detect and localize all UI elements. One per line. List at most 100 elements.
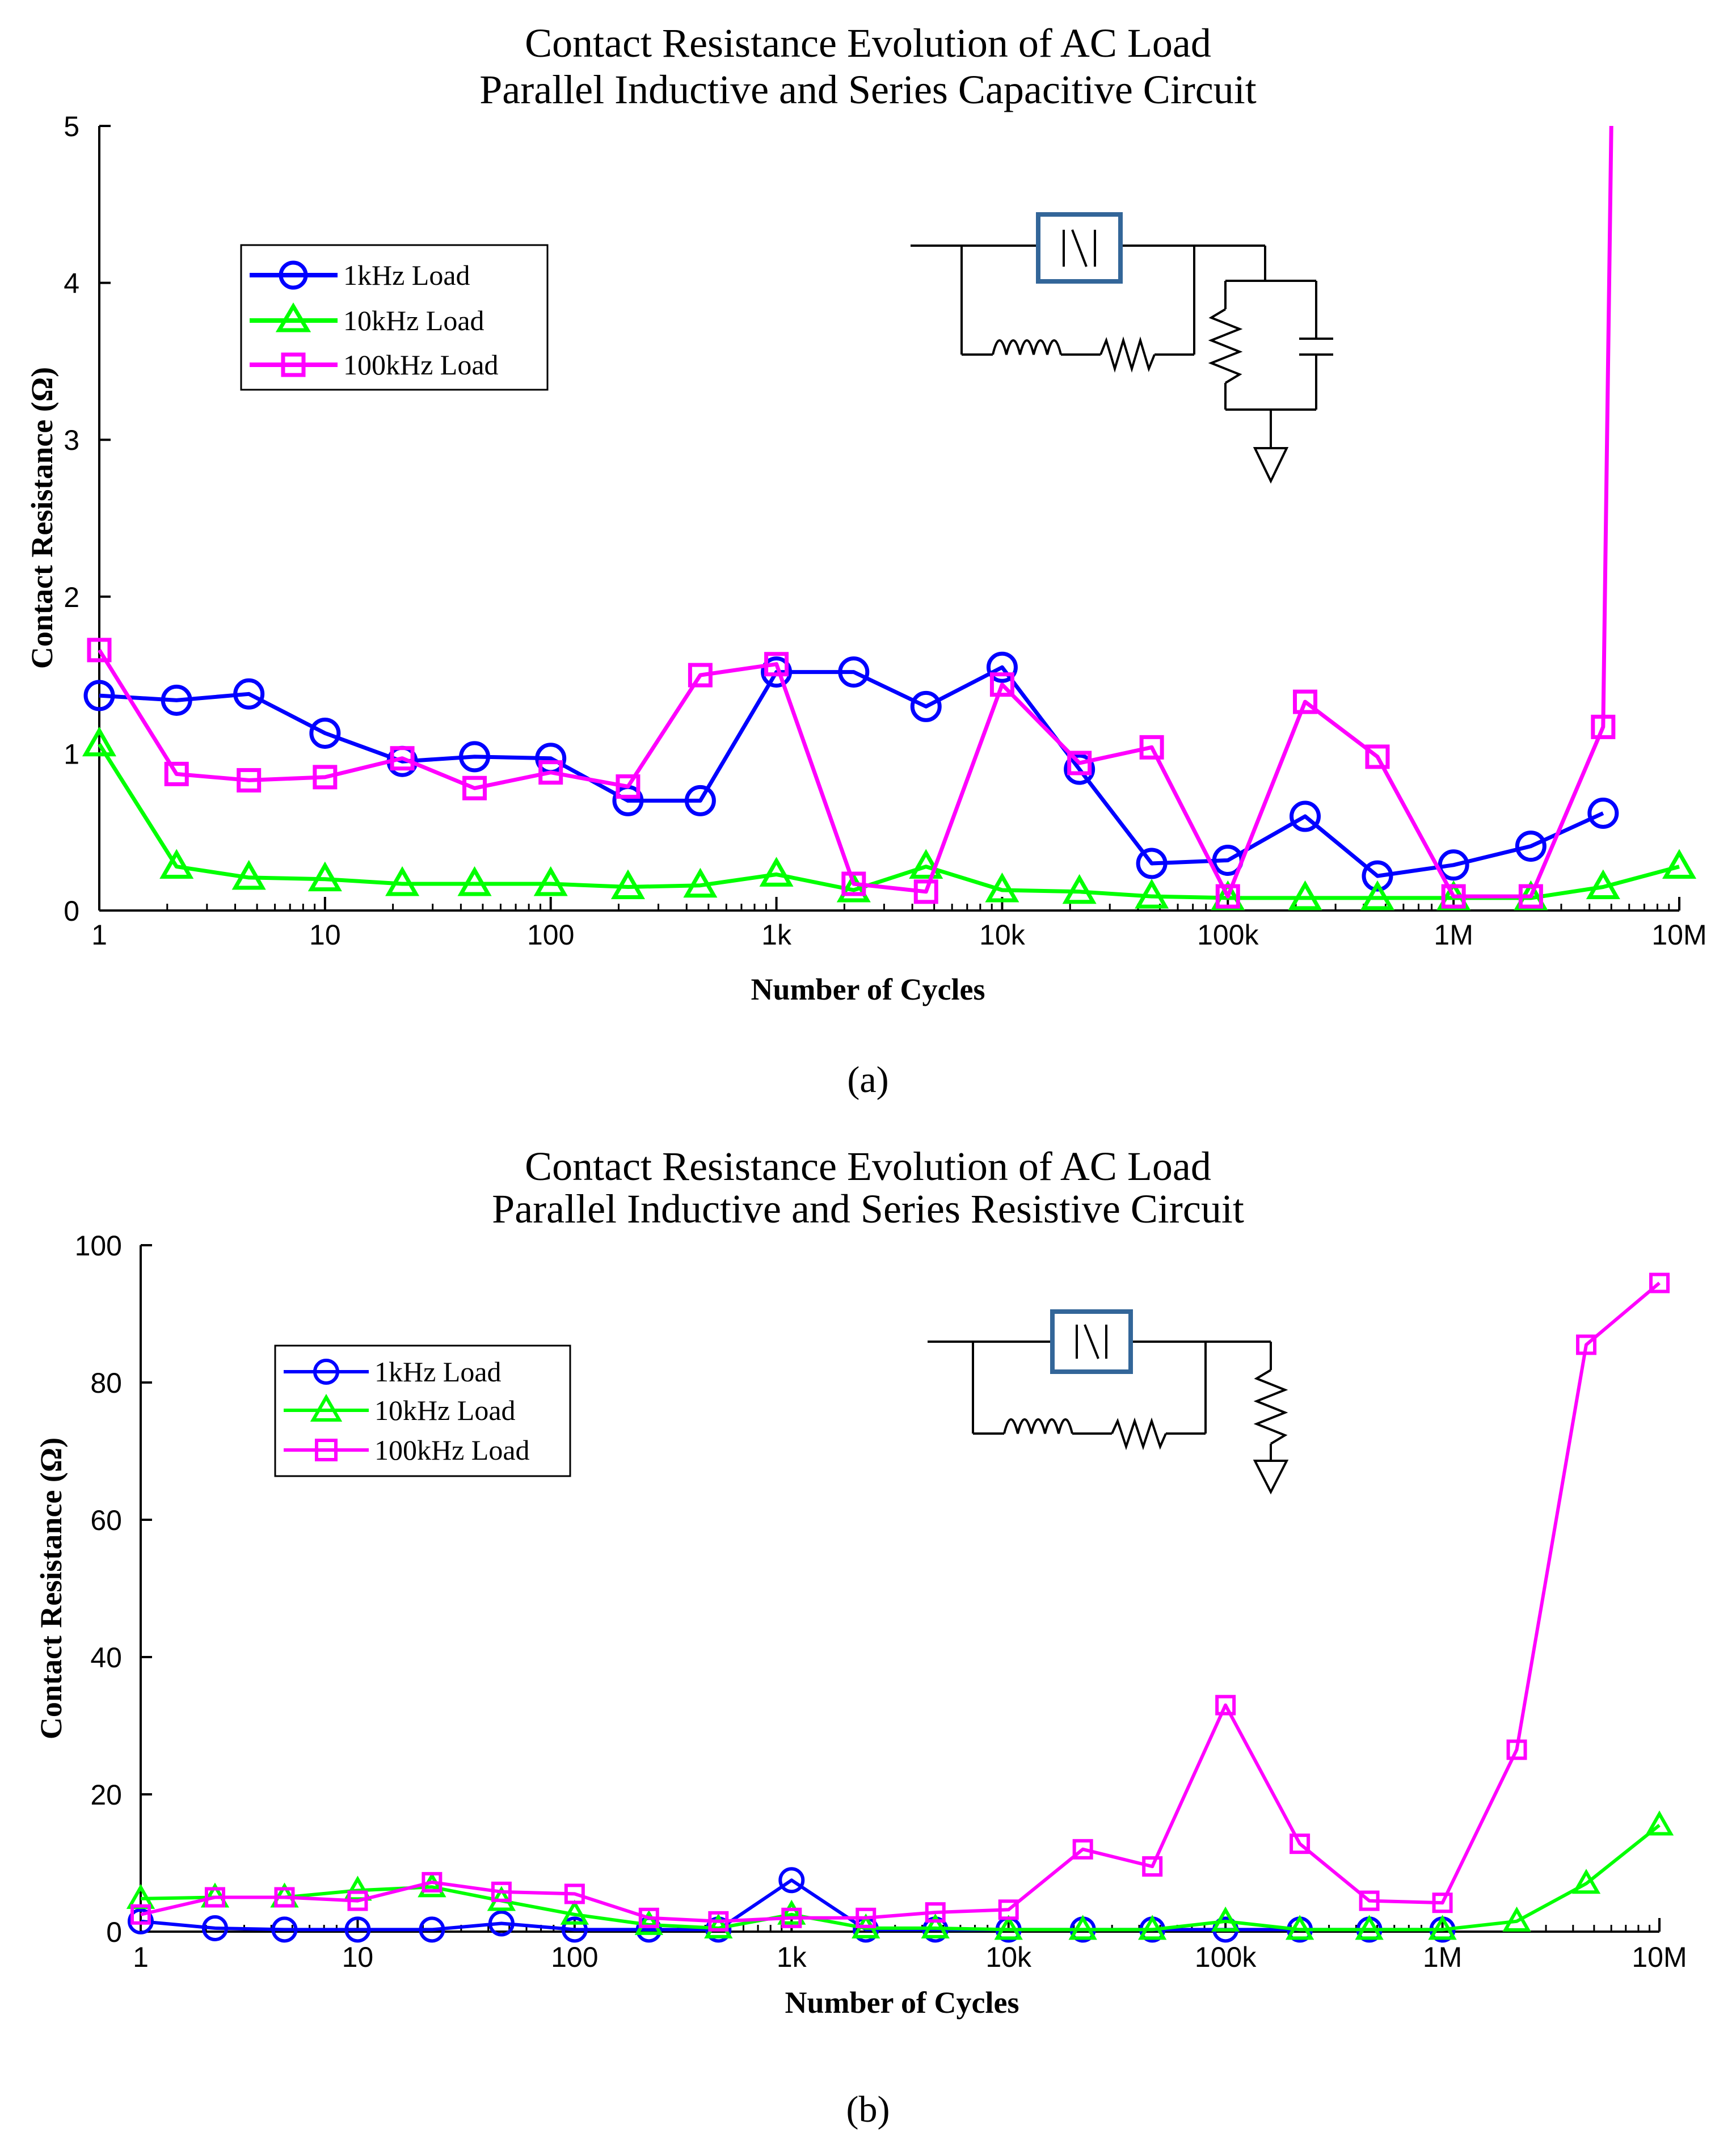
panel-a-data-point-100khz-load bbox=[1067, 751, 1092, 775]
x-tick-label: 1k bbox=[777, 1941, 807, 1973]
y-tick-label: 5 bbox=[64, 111, 79, 142]
panel-a-data-point-100khz-load bbox=[1139, 735, 1164, 760]
x-tick-label: 100k bbox=[1195, 1941, 1257, 1973]
panel-b-data-point-100khz-load bbox=[781, 1907, 802, 1928]
x-tick-label: 10M bbox=[1632, 1941, 1687, 1973]
panel-b-data-point-100khz-load bbox=[1359, 1890, 1380, 1911]
panel-b-title-line-2: Parallel Inductive and Series Resistive … bbox=[492, 1186, 1244, 1232]
y-tick-label: 4 bbox=[64, 268, 79, 300]
panel-a-data-point-100khz-load bbox=[1441, 884, 1466, 909]
x-tick-label: 10 bbox=[342, 1941, 374, 1973]
panel-a-series-line-1khz-load bbox=[99, 665, 1604, 878]
panel-a-data-point-100khz-load bbox=[616, 774, 641, 799]
panel-b-circuit-diagram-icon bbox=[928, 1309, 1289, 1495]
panel-b-data-point-10khz-load bbox=[1502, 1906, 1531, 1932]
panel-a-x-ticks: 1 10 100 1k 10k 100k 1M 10M bbox=[91, 897, 1707, 951]
panel-b-data-point-1khz-load bbox=[344, 1916, 371, 1943]
panel-b-data-point-100khz-load bbox=[925, 1902, 946, 1923]
panel-a-data-point-10khz-load bbox=[82, 726, 117, 757]
panel-a-data-point-10khz-load bbox=[457, 866, 492, 896]
panel-a-series-line-10khz-load bbox=[98, 743, 1680, 900]
panel-b: Contact Resistance Evolution of AC Load … bbox=[34, 1144, 1687, 2130]
panel-b-data-point-100khz-load bbox=[422, 1872, 443, 1892]
y-tick-label: 3 bbox=[64, 424, 79, 456]
panel-a-legend-label-10kHz: 10kHz Load bbox=[343, 305, 484, 336]
panel-a: Contact Resistance Evolution of AC Load … bbox=[25, 20, 1707, 1101]
panel-b-data-point-1khz-load bbox=[561, 1916, 588, 1943]
panel-a-data-point-100khz-load bbox=[390, 746, 415, 771]
panel-a-data-point-1khz-load bbox=[233, 678, 265, 710]
panel-a-data-point-1khz-load bbox=[1064, 753, 1095, 785]
square-marker-icon bbox=[281, 352, 306, 377]
panel-b-data-point-100khz-load bbox=[856, 1907, 877, 1928]
panel-a-data-point-10khz-load bbox=[1135, 879, 1169, 909]
panel-a-legend-label-100kHz: 100kHz Load bbox=[343, 349, 499, 381]
panel-b-data-point-100khz-load bbox=[638, 1907, 659, 1928]
panel-a-data-point-100khz-load bbox=[538, 760, 563, 785]
panel-b-x-axis-label: Number of Cycles bbox=[785, 1986, 1019, 2020]
panel-b-data-point-1khz-load bbox=[778, 1867, 805, 1894]
panel-b-data-point-100khz-load bbox=[274, 1887, 295, 1908]
panel-a-data-point-10khz-load bbox=[307, 861, 342, 892]
panel-a-y-ticks: 0 1 2 3 4 5 bbox=[64, 111, 111, 927]
panel-a-data-point-1khz-load bbox=[684, 785, 716, 816]
panel-a-data-point-1khz-load bbox=[1136, 848, 1168, 879]
panel-a-series-line-100khz-load bbox=[98, 125, 1613, 899]
panel-a-data-point-100khz-load bbox=[87, 638, 112, 663]
panel-a-legend-label-1kHz: 1kHz Load bbox=[343, 259, 470, 291]
panel-b-data-point-100khz-load bbox=[1290, 1833, 1311, 1854]
panel-a-data-point-1khz-load bbox=[1290, 800, 1321, 832]
panel-a-data-point-100khz-load bbox=[688, 663, 713, 688]
panel-a-data-point-100khz-load bbox=[1518, 884, 1543, 909]
panel-b-data-point-100khz-load bbox=[564, 1883, 585, 1904]
y-tick-label: 100 bbox=[75, 1230, 122, 1262]
panel-a-data-point-1khz-load bbox=[161, 684, 192, 716]
panel-b-data-point-10khz-load bbox=[560, 1899, 589, 1925]
panel-b-data-point-100khz-load bbox=[1432, 1892, 1453, 1913]
x-tick-label: 1M bbox=[1434, 919, 1473, 951]
panel-b-data-point-1khz-load bbox=[271, 1916, 298, 1943]
panel-b-legend-entry-1kHz: 1kHz Load bbox=[284, 1356, 502, 1388]
panel-b-y-axis-label: Contact Resistance (Ω) bbox=[34, 1438, 68, 1739]
y-tick-label: 20 bbox=[90, 1779, 122, 1811]
panel-b-legend-label-10kHz: 10kHz Load bbox=[374, 1394, 516, 1426]
panel-a-axes bbox=[98, 126, 1679, 912]
panel-b-data-point-10khz-load bbox=[777, 1899, 806, 1925]
panel-a-title-line-2: Parallel Inductive and Series Capacitive… bbox=[479, 67, 1257, 112]
panel-a-data-point-10khz-load bbox=[759, 857, 794, 887]
panel-b-data-point-10khz-load bbox=[1571, 1869, 1601, 1894]
panel-b-legend: 1kHz Load 10kHz Load 100kHz Load bbox=[274, 1344, 571, 1477]
panel-b-data-point-10khz-load bbox=[343, 1875, 372, 1901]
panel-a-data-point-10khz-load bbox=[159, 849, 194, 879]
x-tick-label: 1M bbox=[1423, 1941, 1462, 1973]
panel-a-data-point-100khz-load bbox=[164, 761, 189, 786]
panel-b-legend-label-1kHz: 1kHz Load bbox=[374, 1356, 502, 1388]
y-tick-label: 60 bbox=[90, 1504, 122, 1536]
x-tick-label: 1k bbox=[761, 919, 792, 951]
panel-b-data-point-100khz-load bbox=[1072, 1839, 1093, 1860]
panel-a-data-point-10khz-load bbox=[385, 866, 420, 896]
panel-a-data-point-1khz-load bbox=[761, 656, 793, 688]
panel-a-legend-entry-10kHz: 10kHz Load bbox=[250, 302, 484, 336]
panel-a-data-point-10khz-load bbox=[1662, 849, 1697, 879]
panel-b-series-line-10khz-load bbox=[140, 1824, 1661, 1932]
panel-a-data-point-1khz-load bbox=[83, 680, 115, 711]
panel-a-data-point-10khz-load bbox=[533, 866, 568, 896]
square-marker-icon bbox=[315, 1439, 338, 1461]
panel-a-data-point-100khz-load bbox=[989, 672, 1014, 697]
panel-a-y-axis-label: Contact Resistance (Ω) bbox=[25, 367, 59, 669]
panel-b-data-point-100khz-load bbox=[998, 1899, 1019, 1920]
circle-marker-icon bbox=[313, 1359, 339, 1385]
panel-b-data-point-100khz-load bbox=[1142, 1856, 1163, 1877]
panel-b-plot-area bbox=[126, 1272, 1674, 1943]
panel-a-data-point-100khz-load bbox=[462, 775, 487, 800]
panel-a-data-point-10khz-load bbox=[683, 867, 718, 898]
panel-a-data-point-10khz-load bbox=[909, 849, 943, 879]
x-tick-label: 100 bbox=[551, 1941, 598, 1973]
panel-a-data-point-1khz-load bbox=[986, 651, 1018, 683]
y-tick-label: 0 bbox=[106, 1916, 122, 1948]
panel-b-data-point-1khz-load bbox=[419, 1916, 445, 1943]
panel-b-title-line-1: Contact Resistance Evolution of AC Load bbox=[525, 1144, 1211, 1189]
panel-a-legend-entry-100kHz: 100kHz Load bbox=[250, 349, 499, 381]
